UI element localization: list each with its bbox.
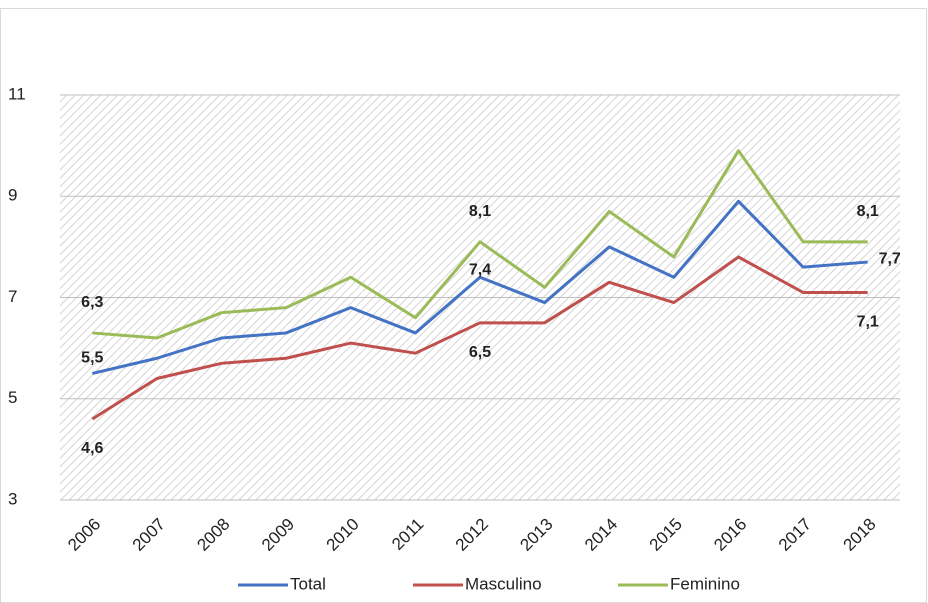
x-tick-label: 2008 [193, 515, 233, 555]
data-label: 6,3 [81, 294, 103, 311]
x-tick-label: 2010 [323, 515, 363, 555]
y-tick-label: 11 [8, 84, 26, 103]
x-tick-label: 2018 [840, 515, 880, 555]
x-tick-label: 2012 [452, 515, 492, 555]
data-label: 8,1 [469, 203, 491, 220]
series-line [91, 255, 868, 421]
x-tick-label: 2017 [775, 515, 815, 555]
x-tick-label: 2013 [516, 515, 556, 555]
x-tick-label: 2016 [710, 515, 750, 555]
data-label: 7,1 [857, 314, 879, 331]
series-line [91, 199, 868, 375]
y-tick-label: 3 [8, 489, 17, 508]
legend-label: Feminino [670, 574, 740, 593]
data-label: 7,4 [469, 261, 491, 278]
data-label: 4,6 [81, 440, 103, 457]
legend-label: Masculino [465, 574, 542, 593]
y-tick-label: 7 [8, 287, 17, 306]
x-tick-label: 2014 [581, 515, 621, 555]
x-tick-label: 2011 [388, 515, 427, 554]
y-tick-label: 9 [8, 186, 17, 205]
x-tick-label: 2009 [258, 515, 298, 555]
x-tick-label: 2006 [64, 515, 104, 555]
data-label: 8,1 [857, 203, 879, 220]
data-label: 5,5 [81, 350, 103, 367]
series-line [92, 149, 868, 340]
x-tick-label: 2007 [129, 515, 169, 555]
x-tick-label: 2015 [646, 515, 686, 555]
y-tick-label: 5 [8, 388, 17, 407]
data-label: 7,7 [879, 250, 901, 267]
data-label: 6,5 [469, 344, 491, 361]
legend-label: Total [290, 574, 326, 593]
